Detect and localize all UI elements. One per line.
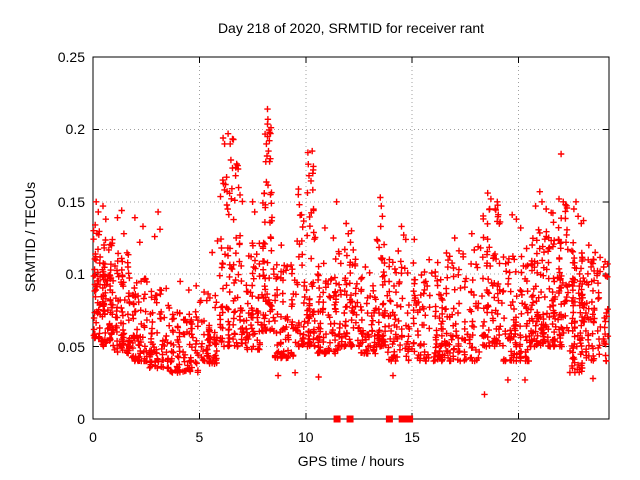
y-tick-label-0.2: 0.2 (65, 121, 85, 138)
zero-event-marker (398, 415, 406, 423)
x-tick-label-10: 10 (297, 429, 314, 445)
chart-title: Day 218 of 2020, SRMTID for receiver ran… (217, 20, 485, 36)
x-tick-label-5: 5 (195, 429, 204, 445)
x-tick-label-20: 20 (510, 429, 527, 445)
y-tick-label-0: 0 (77, 411, 85, 427)
y-tick-label-0.1: 0.1 (65, 266, 85, 283)
y-tick-label-0.15: 0.15 (57, 193, 85, 210)
y-tick-label-0.25: 0.25 (57, 49, 85, 65)
scatter-points (90, 105, 612, 398)
y-axis-label: SRMTID / TECUs (22, 181, 38, 293)
zero-event-marker (346, 415, 354, 423)
y-tick-label-0.05: 0.05 (57, 338, 85, 355)
x-tick-label-15: 15 (404, 429, 420, 445)
x-tick-label-0: 0 (89, 429, 97, 445)
zero-event-marker (406, 415, 414, 423)
x-axis-label: GPS time / hours (297, 453, 405, 469)
zero-event-marker (333, 415, 341, 423)
zero-event-marker (385, 415, 393, 423)
